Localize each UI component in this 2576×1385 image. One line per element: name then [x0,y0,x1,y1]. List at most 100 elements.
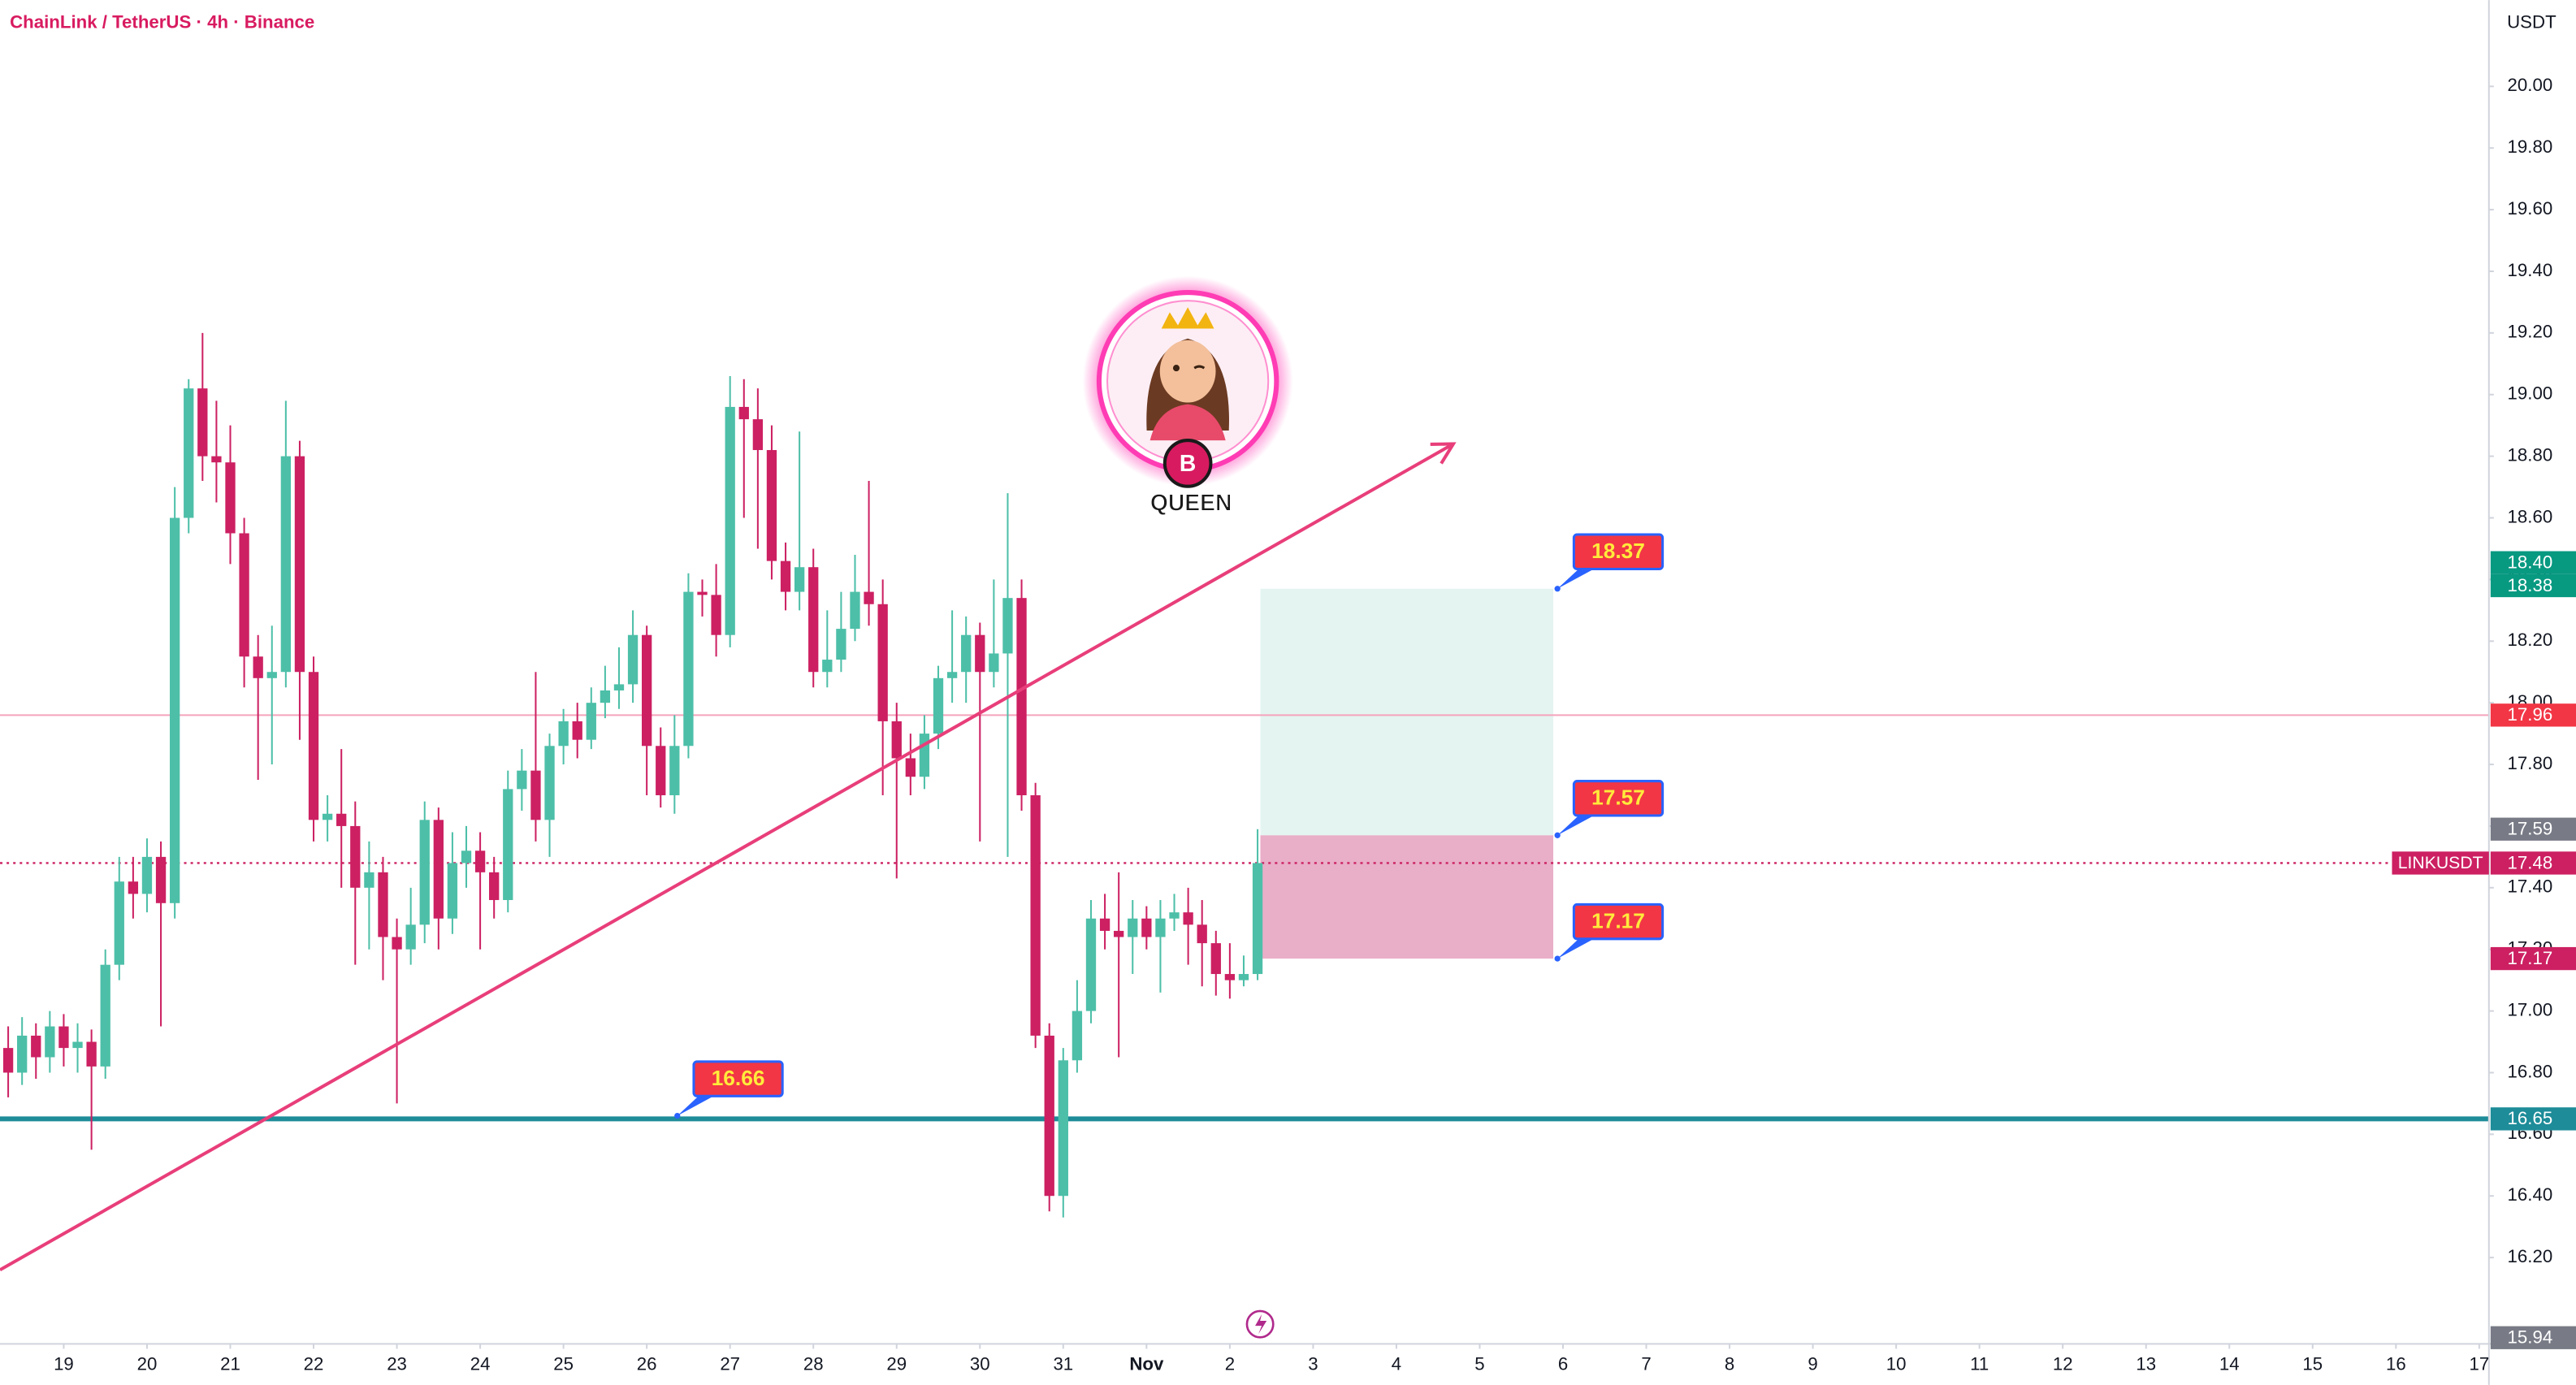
candle-body [86,1041,97,1067]
callout-label: 18.37 [1591,539,1645,563]
candle-body [280,456,292,673]
callout-box [1572,780,1665,817]
candle-body [1114,930,1124,937]
candle-body [197,388,208,457]
price-tag-label: 18.38 [2508,575,2553,595]
x-tick-label: 28 [803,1354,824,1374]
candle-body [766,450,777,561]
candle-body [808,567,819,673]
candle-body [1030,794,1041,1036]
x-tick-label: 6 [1558,1354,1568,1374]
candle-body [864,591,874,604]
trendline-arrowhead [1430,442,1457,465]
candle-body [447,863,458,919]
candle-body [725,406,735,635]
price-tag-label: 17.59 [2508,819,2553,839]
candle-body [711,595,721,635]
candle-body [558,721,569,747]
candle-body [350,825,361,888]
candle-body [503,789,513,900]
x-tick-label: 2 [1225,1354,1235,1374]
candle-body [239,533,249,657]
x-tick-label: 24 [470,1354,491,1374]
candle-body [72,1041,83,1049]
candle-body [975,634,985,673]
y-tick-label: 19.00 [2508,383,2553,404]
candle-body [253,656,263,678]
logo-shirt [1149,404,1226,441]
candle-body [933,677,944,734]
candle-body [794,567,805,592]
logo-face [1159,340,1216,403]
candle-body [1224,974,1236,980]
back-layer [0,332,2489,1218]
candle-body [627,634,639,685]
candle-body [961,634,972,673]
candle-body [1044,1035,1054,1197]
x-tick-label: 5 [1474,1354,1484,1374]
y-tick-label: 16.80 [2508,1061,2553,1081]
price-tag-label: 16.65 [2508,1108,2553,1128]
y-tick-label: 16.40 [2508,1184,2553,1205]
callout-anchor [1554,586,1561,592]
candle-body [850,591,860,630]
price-tag [2490,1107,2576,1131]
x-tick-label: Nov [1129,1354,1164,1374]
candle-body [683,591,694,747]
x-tick-label: 29 [886,1354,907,1374]
x-tick-label: 9 [1808,1354,1817,1374]
y-tick-label: 19.40 [2508,260,2553,280]
candle-body [100,964,110,1067]
candle-body [946,672,958,678]
x-tick-label: 30 [970,1354,990,1374]
candle-body [184,388,194,518]
candle-body [989,653,999,673]
candle-body [613,684,625,690]
symbol-tag-label: LINKUSDT [2398,854,2483,872]
candle-body [1210,943,1221,975]
candle-body [891,721,902,759]
candle-body [45,1026,55,1058]
candle-body [530,770,541,820]
logo-wink [1193,365,1206,370]
candle-body [31,1035,41,1058]
candle-body [141,856,153,894]
candle-body [474,850,486,872]
candle-body [405,924,416,950]
candle-body [169,517,180,903]
callout-pointer [1557,814,1597,836]
x-tick-label: 23 [387,1354,407,1374]
front-layer: 18.37 17.57 17.17 16.66 [0,442,1665,1272]
callout-box [1572,902,1665,941]
candle-body [669,746,680,795]
price-tag [2490,703,2576,727]
x-tick-label: 13 [2136,1354,2156,1374]
candle-body [1155,918,1166,937]
candle-body [364,872,374,888]
candle-body [905,758,916,777]
candle-body [877,604,888,721]
candle-body [225,462,236,534]
candle-body [517,770,527,790]
candle-body [1099,918,1110,931]
candle-body [1252,863,1263,975]
candle-body [378,872,388,937]
x-tick-label: 17 [2469,1354,2489,1374]
candle-body [836,629,846,660]
chart-title: ChainLink / TetherUS · 4h · Binance [10,11,314,32]
candle-body [419,820,430,925]
x-tick-label: 25 [553,1354,574,1374]
price-tag-label: 18.40 [2508,552,2553,573]
candle-body [780,560,791,592]
candle-body [656,746,666,795]
x-tick-label: 11 [1970,1354,1989,1374]
y-tick-label: 18.80 [2508,445,2553,465]
logo-text: QUEEN [1150,489,1232,515]
x-tick-label: 26 [637,1354,657,1374]
candle-body [1058,1060,1068,1197]
candle-body [308,672,319,820]
target-zone [1260,588,1554,836]
candle-body [1238,974,1249,980]
